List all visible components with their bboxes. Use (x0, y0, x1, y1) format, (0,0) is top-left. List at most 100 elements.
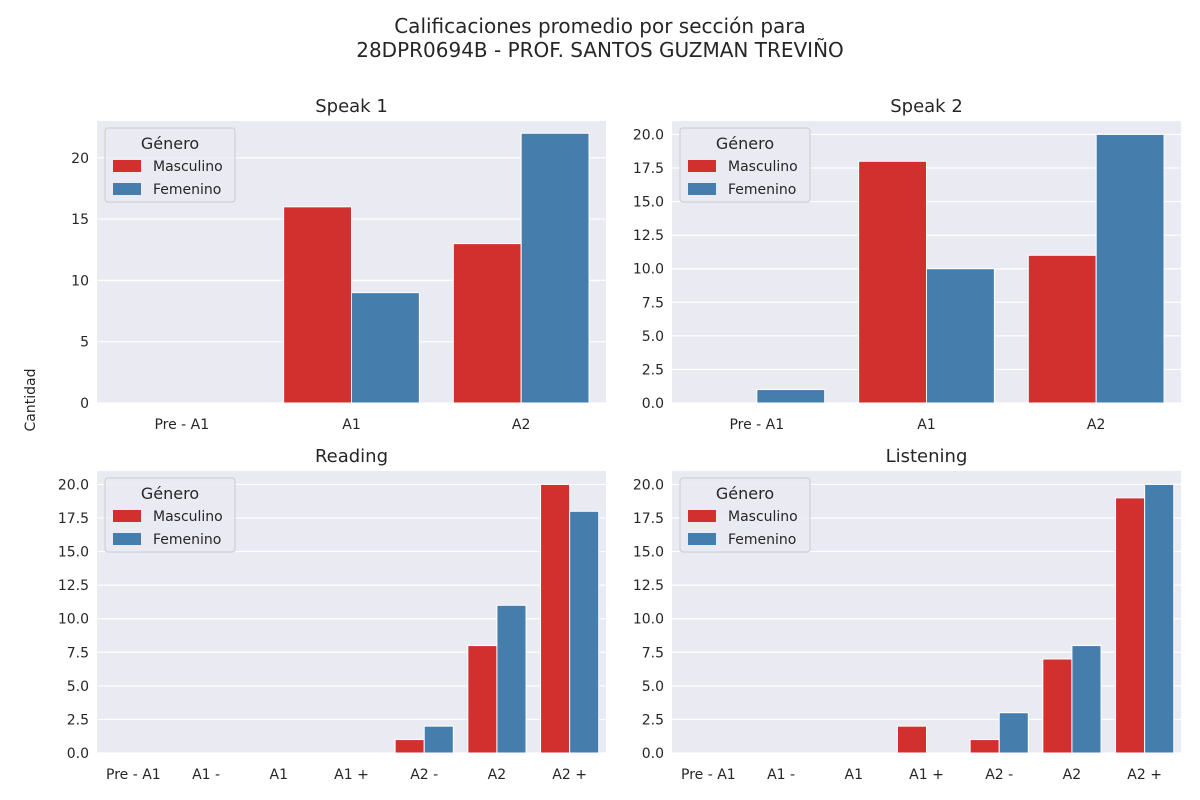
x-tick-label: A1 - (192, 767, 220, 783)
y-tick-label: 5 (80, 335, 89, 351)
x-tick-label: A2 - (985, 767, 1013, 783)
x-tick-label: A2 (512, 417, 530, 433)
chart-speak-2: 0.0 2.5 5.0 7.5 10.0 12.5 15.0 17.5 20.0 Pre - A1… (633, 96, 1181, 433)
y-tick-label: 7.5 (642, 645, 664, 661)
legend-swatch-masculino (113, 510, 141, 522)
subplot-title: Listening (886, 446, 968, 467)
x-tick-label: A2 (1087, 417, 1105, 433)
y-tick-label: 15.0 (58, 545, 89, 561)
x-tick-label: A1 (342, 417, 360, 433)
bar-masculino-a1 (858, 160, 928, 404)
legend-swatch-femenino (113, 533, 141, 545)
bar-masculino-a1 (283, 206, 352, 404)
y-tick-label: 17.5 (58, 511, 89, 527)
legend-title: Género (716, 134, 774, 153)
legend-label-masculino: Masculino (153, 509, 223, 525)
y-tick-label: 0.0 (642, 746, 664, 762)
x-tick-label: A2 + (552, 767, 587, 783)
y-tick-label: 10.0 (633, 612, 664, 628)
legend-label-femenino: Femenino (153, 182, 221, 198)
y-tick-label: 20.0 (633, 127, 664, 143)
legend-swatch-masculino (113, 160, 141, 172)
legend-swatch-femenino (688, 183, 716, 195)
bar-masculino-a2 (467, 645, 498, 754)
y-tick-label: 20.0 (633, 477, 664, 493)
legend-label-masculino: Masculino (728, 159, 798, 175)
x-tick-label: A1 (845, 767, 863, 783)
x-tick-label: Pre - A1 (681, 767, 736, 783)
legend-swatch-femenino (688, 533, 716, 545)
legend-swatch-femenino (113, 183, 141, 195)
bar-masculino-a2 (1042, 658, 1073, 754)
chart-speak-1: 0 5 10 15 20 Pre - A1 A1 A2 Speak 1 Género Masculi… (71, 96, 606, 433)
y-tick-label: 2.5 (67, 712, 89, 728)
y-tick-label: 20.0 (58, 477, 89, 493)
subplot-title: Speak 2 (890, 96, 963, 117)
x-tick-label: Pre - A1 (729, 417, 784, 433)
bar-masculino-a1 (896, 725, 928, 754)
figure-title-line-2: 28DPR0694B - PROF. SANTOS GUZMAN TREVIÑO (356, 38, 844, 62)
x-tick-label: A2 + (1127, 767, 1162, 783)
x-tick-label: A1 (270, 767, 288, 783)
bar-femenino-a1 (351, 292, 420, 404)
y-tick-label: 17.5 (633, 511, 664, 527)
legend-swatch-masculino (688, 160, 716, 172)
legend-title: Género (141, 484, 199, 503)
x-tick-label: A1 (917, 417, 935, 433)
bar-femenino-a2 (998, 712, 1029, 754)
y-tick-label: 5.0 (67, 679, 89, 695)
x-tick-label: Pre - A1 (154, 417, 209, 433)
y-tick-label: 15.0 (633, 195, 664, 211)
chart-listening: 0.0 2.5 5.0 7.5 10.0 12.5 15.0 17.5 20.0 Pre - A1… (633, 446, 1181, 783)
y-tick-label: 10 (71, 273, 89, 289)
bar-femenino-a2 (569, 510, 600, 754)
y-tick-label: 12.5 (633, 578, 664, 594)
bar-femenino-a2 (1071, 645, 1102, 754)
legend-swatch-masculino (688, 510, 716, 522)
bar-femenino-a2 (423, 725, 454, 754)
chart-reading: 0.0 2.5 5.0 7.5 10.0 12.5 15.0 17.5 20.0 Pre - A1… (58, 446, 606, 783)
y-tick-label: 10.0 (58, 612, 89, 628)
y-tick-label: 10.0 (633, 262, 664, 278)
y-tick-label: 7.5 (642, 295, 664, 311)
x-tick-label: A1 + (909, 767, 944, 783)
y-tick-label: 12.5 (58, 578, 89, 594)
x-tick-label: Pre - A1 (106, 767, 161, 783)
y-tick-label: 0 (80, 396, 89, 412)
bar-masculino-a2 (452, 243, 522, 404)
subplot-title: Reading (315, 446, 388, 467)
bar-masculino-a2 (1027, 254, 1097, 404)
legend-label-femenino: Femenino (153, 532, 221, 548)
bar-femenino-a1 (926, 268, 995, 404)
y-tick-label: 5.0 (642, 679, 664, 695)
y-tick-label: 5.0 (642, 329, 664, 345)
bar-masculino-a2 (540, 483, 571, 754)
x-tick-label: A1 + (334, 767, 369, 783)
legend-label-masculino: Masculino (728, 509, 798, 525)
y-tick-label: 17.5 (633, 161, 664, 177)
legend-label-femenino: Femenino (728, 182, 796, 198)
y-tick-label: 0.0 (642, 396, 664, 412)
y-tick-label: 12.5 (633, 228, 664, 244)
y-tick-label: 15.0 (633, 545, 664, 561)
legend-label-femenino: Femenino (728, 532, 796, 548)
bar-femenino-a2 (1095, 133, 1165, 404)
bar-femenino-a2 (1144, 483, 1175, 754)
y-tick-label: 7.5 (67, 645, 89, 661)
y-tick-label: 15 (71, 212, 89, 228)
legend-title: Género (141, 134, 199, 153)
subplot-title: Speak 1 (315, 96, 388, 117)
y-tick-label: 20 (71, 151, 89, 167)
bar-femenino-a2 (496, 604, 527, 754)
bar-masculino-a2 (1115, 497, 1146, 754)
figure-title-line-1: Calificaciones promedio por sección para (394, 14, 806, 38)
y-tick-label: 2.5 (642, 362, 664, 378)
x-tick-label: A2 (488, 767, 506, 783)
legend-label-masculino: Masculino (153, 159, 223, 175)
bar-masculino-a2 (969, 739, 1000, 754)
y-tick-label: 2.5 (642, 712, 664, 728)
bar-femenino-pre-a1 (756, 389, 826, 404)
x-tick-label: A2 (1063, 767, 1081, 783)
